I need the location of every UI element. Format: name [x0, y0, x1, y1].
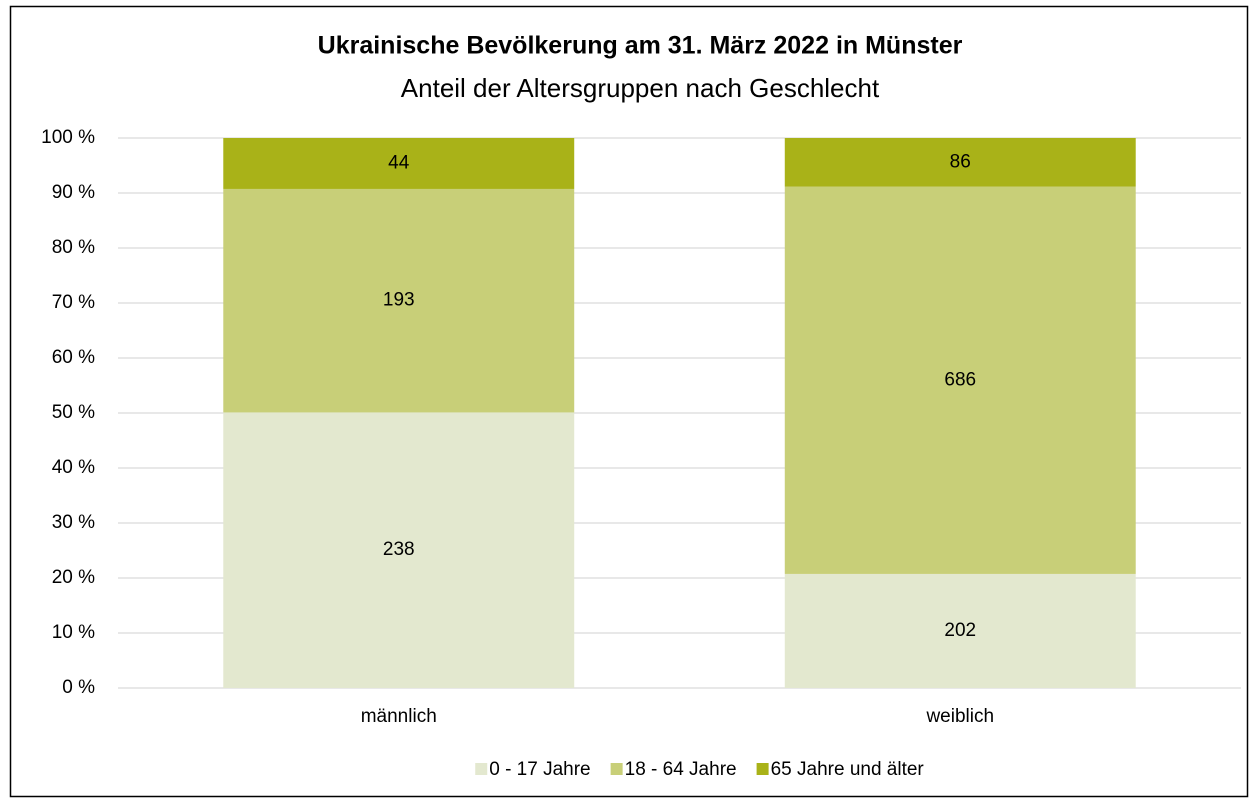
y-tick-label: 20 % — [52, 567, 95, 588]
data-label: 44 — [388, 152, 410, 173]
y-tick-label: 10 % — [52, 622, 95, 643]
legend-swatch — [756, 763, 769, 775]
chart-title: Ukrainische Bevölkerung am 31. März 2022… — [318, 32, 963, 60]
legend-swatch — [610, 763, 623, 775]
y-tick-label: 100 % — [41, 127, 95, 148]
bar-segment — [784, 186, 1136, 574]
chart-subtitle: Anteil der Altersgruppen nach Geschlecht — [401, 73, 880, 103]
bar-segment — [223, 138, 575, 189]
bar-segment — [784, 138, 1136, 187]
data-label: 202 — [944, 620, 976, 641]
x-tick-label: männlich — [361, 706, 437, 727]
y-tick-label: 40 % — [52, 457, 95, 478]
data-label: 238 — [383, 539, 415, 560]
bar-segment — [223, 188, 575, 413]
y-tick-label: 90 % — [52, 182, 95, 203]
y-tick-label: 50 % — [52, 402, 95, 423]
data-label: 686 — [944, 369, 976, 390]
y-tick-label: 80 % — [52, 237, 95, 258]
legend-label: 0 - 17 Jahre — [489, 759, 590, 780]
legend-label: 18 - 64 Jahre — [625, 759, 737, 780]
x-tick-label: weiblich — [925, 706, 994, 727]
bar-segment — [784, 573, 1136, 688]
data-label: 193 — [383, 290, 415, 311]
y-tick-label: 60 % — [52, 347, 95, 368]
y-tick-label: 30 % — [52, 512, 95, 533]
data-label: 86 — [950, 151, 971, 172]
y-tick-label: 0 % — [62, 677, 95, 698]
bar-segment — [223, 412, 575, 688]
legend-label: 65 Jahre und älter — [771, 759, 925, 780]
legend-swatch — [475, 763, 488, 775]
y-tick-label: 70 % — [52, 292, 95, 313]
